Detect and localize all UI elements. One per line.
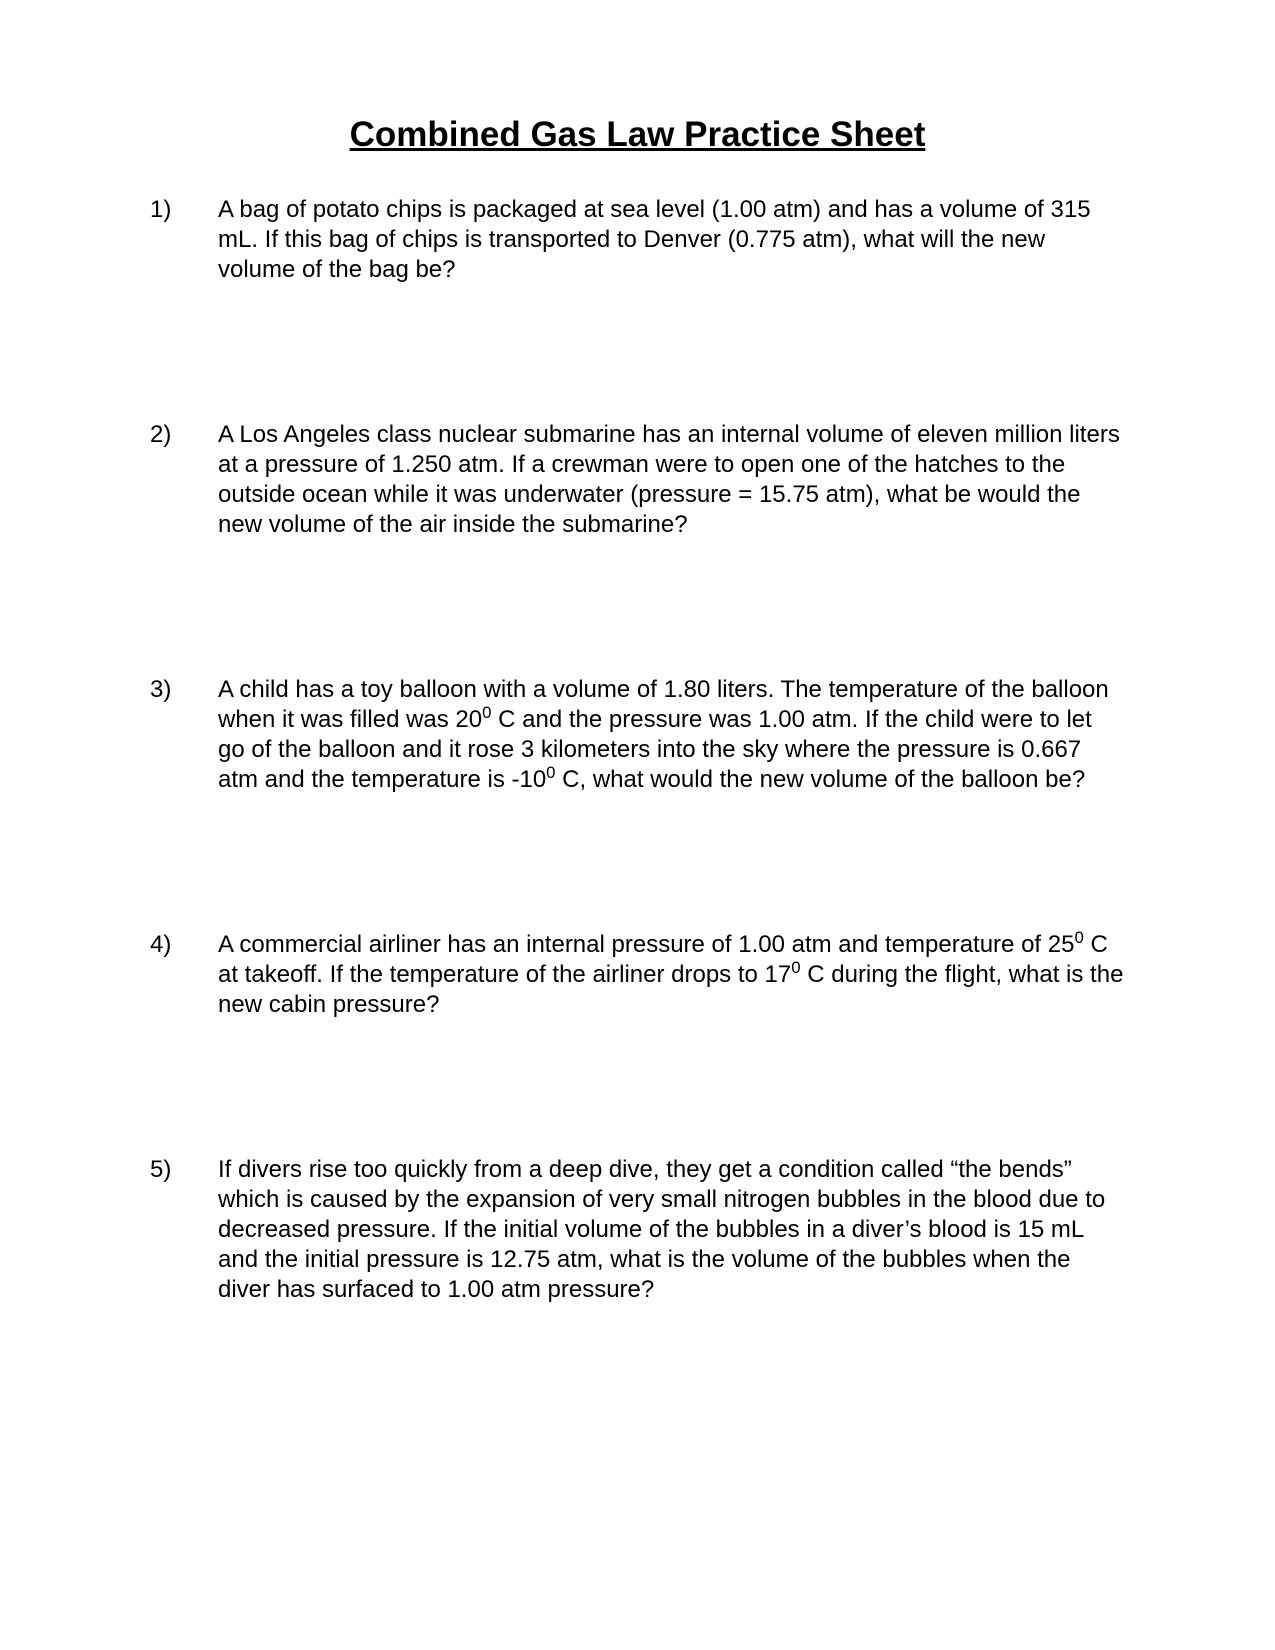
question-text: A commercial airliner has an internal pr… — [218, 930, 1125, 1020]
question-3: 3) A child has a toy balloon with a volu… — [150, 675, 1125, 795]
question-number: 2) — [150, 420, 218, 450]
question-number: 4) — [150, 930, 218, 960]
question-number: 1) — [150, 195, 218, 225]
question-text: A Los Angeles class nuclear submarine ha… — [218, 420, 1125, 540]
page-title: Combined Gas Law Practice Sheet — [150, 115, 1125, 155]
question-1: 1) A bag of potato chips is packaged at … — [150, 195, 1125, 285]
question-4: 4) A commercial airliner has an internal… — [150, 930, 1125, 1020]
worksheet-page: Combined Gas Law Practice Sheet 1) A bag… — [0, 0, 1275, 1405]
question-text: If divers rise too quickly from a deep d… — [218, 1155, 1125, 1305]
question-number: 5) — [150, 1155, 218, 1185]
question-number: 3) — [150, 675, 218, 705]
question-text: A child has a toy balloon with a volume … — [218, 675, 1125, 795]
question-2: 2) A Los Angeles class nuclear submarine… — [150, 420, 1125, 540]
question-text: A bag of potato chips is packaged at sea… — [218, 195, 1125, 285]
question-5: 5) If divers rise too quickly from a dee… — [150, 1155, 1125, 1305]
